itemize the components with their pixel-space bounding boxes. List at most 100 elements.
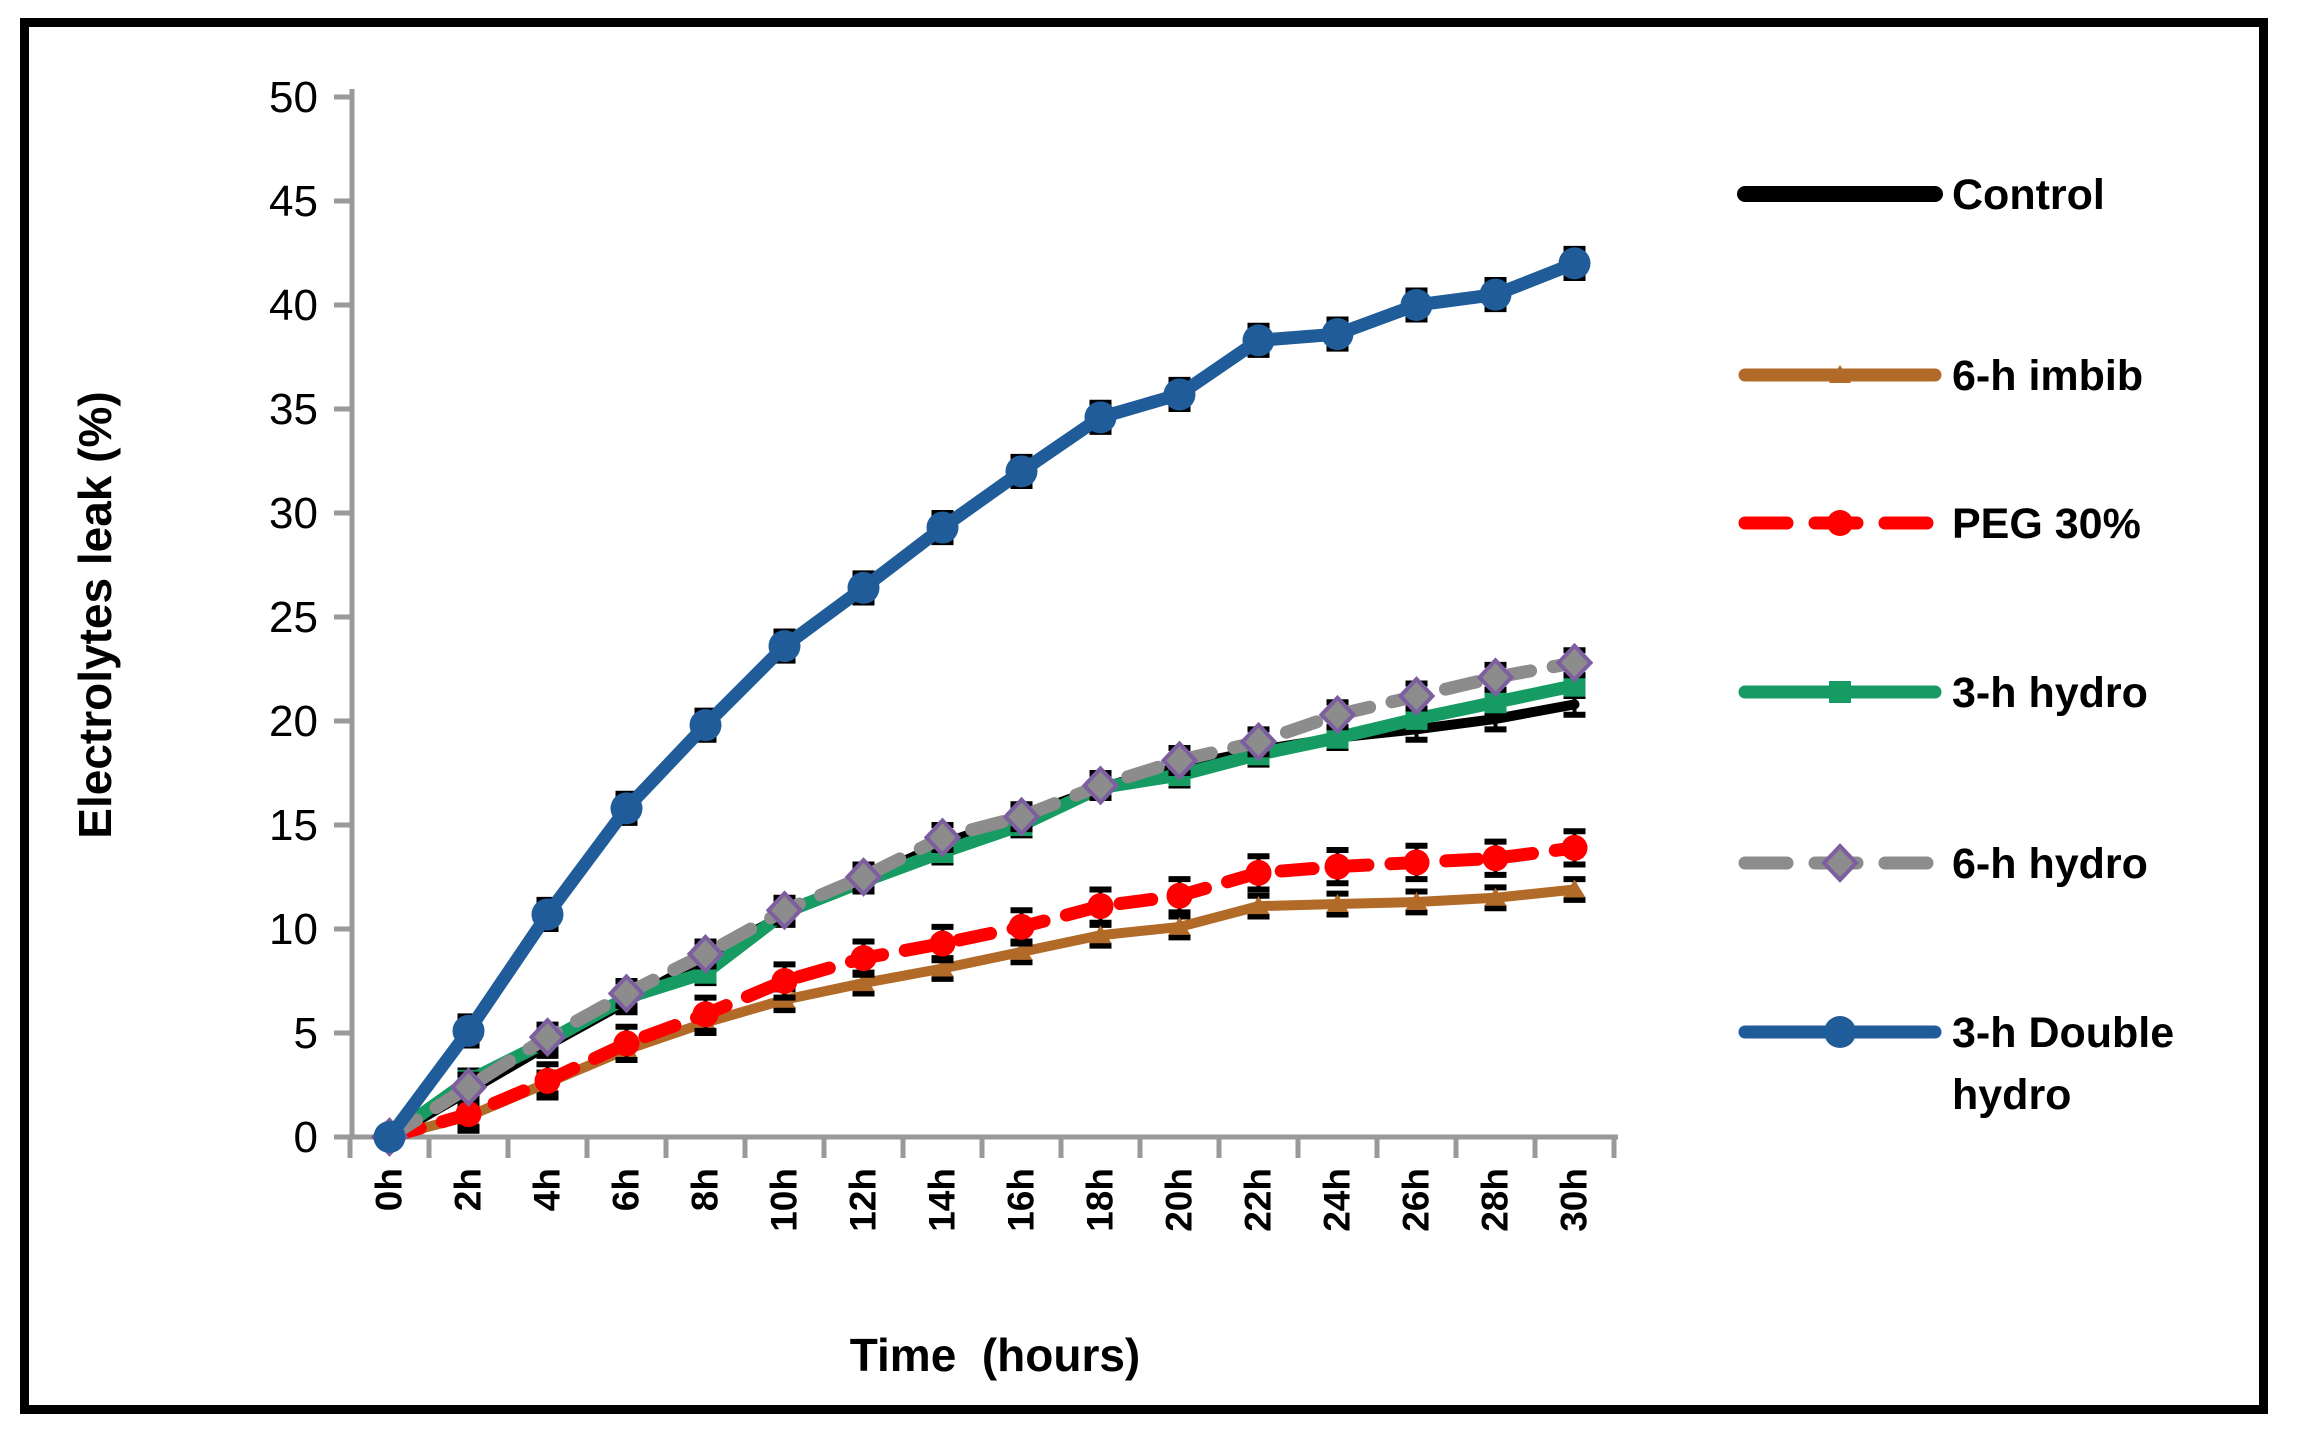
marker-triangle — [1010, 941, 1033, 960]
series-2 — [376, 828, 1588, 1150]
marker-circle — [373, 1121, 406, 1153]
x-tick-label: 6h — [606, 1168, 647, 1211]
marker-diamond — [1160, 740, 1199, 781]
marker-circle — [689, 709, 722, 742]
marker-diamond — [923, 817, 962, 858]
series-5 — [373, 245, 1591, 1153]
x-tick-label: 16h — [1001, 1168, 1042, 1232]
marker-circle — [1166, 882, 1193, 909]
legend-label: 3-h hydro — [1952, 669, 2148, 717]
marker-circle — [1827, 510, 1853, 536]
y-tick-label: 5 — [294, 1009, 318, 1058]
marker-diamond — [607, 973, 646, 1014]
marker-triangle — [1326, 894, 1349, 913]
marker-triangle — [1247, 896, 1270, 915]
series-line — [383, 256, 1581, 1144]
marker-circle — [847, 571, 880, 604]
legend-label: 3-h Double hydro — [1952, 1009, 2174, 1119]
marker-circle — [452, 1014, 485, 1047]
y-tick-label: 15 — [269, 801, 318, 850]
legend-item-5: 3-h Double hydro — [1738, 1009, 2174, 1119]
marker-circle — [771, 968, 798, 994]
legend-label: 6-h imbib — [1952, 352, 2143, 400]
marker-triangle — [1563, 879, 1586, 898]
legend-item-1: 6-h imbib — [1738, 352, 2143, 400]
marker-square — [1405, 707, 1428, 730]
figure-border — [20, 18, 2268, 1414]
marker-circle — [1084, 401, 1117, 434]
marker-diamond — [844, 857, 883, 897]
legend-item-0: Control — [1737, 171, 2105, 219]
axes — [334, 89, 1618, 1158]
legend-item-2: PEG 30% — [1738, 500, 2141, 548]
marker-circle — [768, 630, 801, 663]
marker-triangle — [1089, 925, 1112, 944]
marker-circle — [1482, 845, 1509, 872]
marker-circle — [613, 1030, 640, 1057]
y-tick-label: 35 — [269, 385, 318, 434]
y-tick-labels: 0 5 10 15 20 25 30 35 40 45 50 — [269, 73, 318, 1162]
marker-circle — [1008, 913, 1035, 940]
marker-triangle — [1168, 916, 1191, 935]
x-tick-label: 4h — [527, 1168, 568, 1211]
legend: Control 6-h imbib PEG 30% 3-h hydro 6-h hydr… — [1737, 171, 2174, 1119]
marker-circle — [1242, 324, 1275, 357]
x-axis-title: Time (hours) — [849, 1329, 1141, 1381]
x-tick-label: 30h — [1554, 1168, 1595, 1232]
marker-diamond — [1239, 721, 1278, 762]
series-4 — [370, 642, 1594, 1157]
x-tick-label: 22h — [1238, 1168, 1279, 1232]
series-line — [383, 656, 1581, 1144]
marker-diamond — [1002, 796, 1041, 837]
x-tick-label: 24h — [1317, 1168, 1358, 1232]
marker-circle — [926, 511, 959, 544]
marker-circle — [1245, 859, 1272, 886]
marker-circle — [1324, 853, 1351, 880]
marker-circle — [455, 1101, 482, 1128]
marker-circle — [850, 945, 877, 972]
x-tick-label: 26h — [1396, 1168, 1437, 1232]
y-tick-label: 40 — [269, 281, 318, 330]
x-tick-label: 2h — [448, 1168, 489, 1211]
x-tick-label: 8h — [685, 1168, 726, 1211]
marker-circle — [1561, 834, 1588, 861]
marker-circle — [531, 898, 564, 931]
y-tick-label: 50 — [269, 73, 318, 122]
marker-diamond — [1318, 694, 1357, 735]
marker-circle — [1403, 849, 1430, 876]
marker-square — [1484, 691, 1507, 714]
y-tick-label: 0 — [294, 1113, 318, 1162]
marker-circle — [1558, 247, 1591, 280]
marker-diamond — [1476, 657, 1515, 698]
marker-triangle — [1405, 891, 1428, 910]
marker-triangle — [931, 958, 954, 977]
y-axis-title: Electrolytes leak (%) — [69, 391, 121, 839]
marker-circle — [692, 1001, 719, 1028]
y-tick-label: 20 — [269, 697, 318, 746]
marker-circle — [1163, 378, 1196, 411]
x-tick-label: 20h — [1159, 1168, 1200, 1232]
marker-diamond — [1821, 843, 1859, 883]
marker-square — [1563, 674, 1586, 697]
marker-circle — [1400, 289, 1433, 321]
marker-square — [1829, 681, 1851, 703]
x-tick-label: 14h — [922, 1168, 963, 1232]
marker-triangle — [852, 973, 875, 992]
marker-circle — [1321, 318, 1354, 351]
marker-diamond — [1555, 642, 1594, 683]
marker-triangle — [1484, 887, 1507, 906]
marker-square — [1326, 726, 1349, 749]
marker-circle — [534, 1067, 561, 1094]
marker-diamond — [1397, 676, 1436, 716]
y-tick-label: 25 — [269, 593, 318, 642]
x-tick-label: 0h — [369, 1168, 410, 1211]
marker-circle — [1824, 1016, 1856, 1048]
x-tick-labels: 0h 2h 4h 6h 8h 10h 12h 14h 16h 18h 20h 22h 24h 26h 28h… — [369, 1168, 1595, 1232]
marker-circle — [929, 930, 956, 957]
marker-circle — [1087, 893, 1114, 920]
x-tick-label: 10h — [764, 1168, 805, 1232]
marker-circle — [610, 792, 643, 825]
marker-diamond — [686, 934, 725, 974]
